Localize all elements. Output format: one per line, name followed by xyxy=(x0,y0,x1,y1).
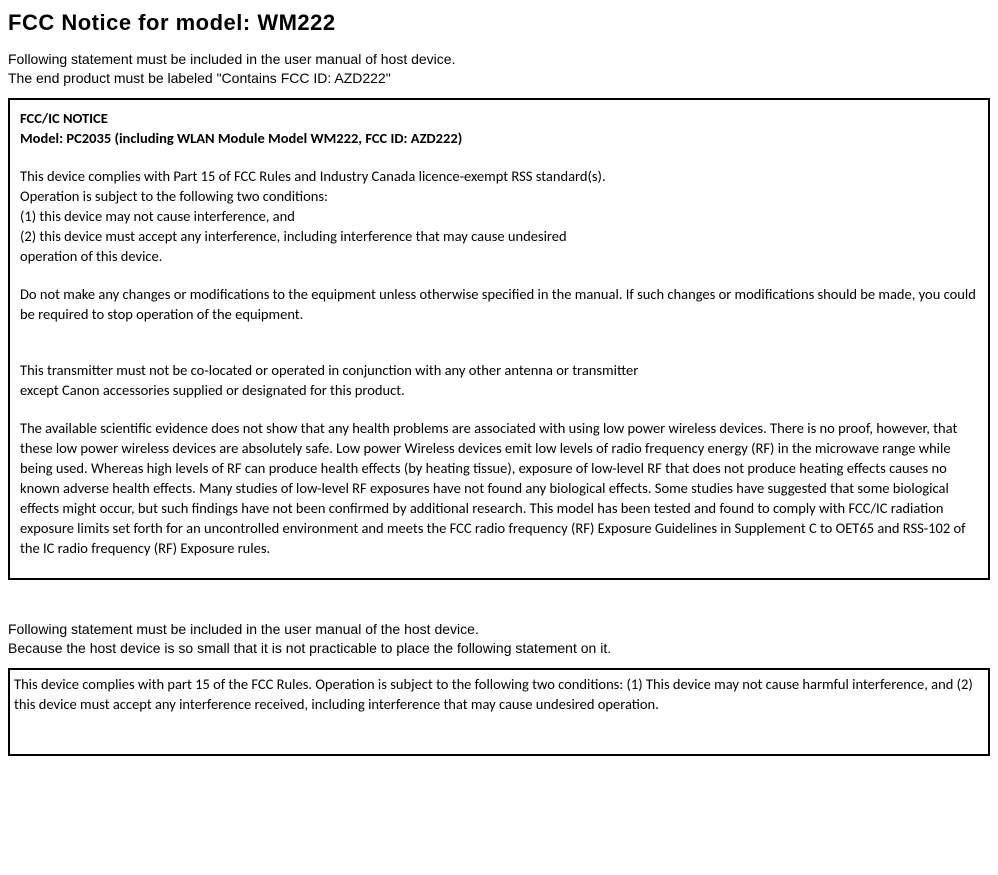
intro2-line-1: Following statement must be included in … xyxy=(8,620,990,639)
intro2-block: Following statement must be included in … xyxy=(8,620,990,658)
box1-p3-l1: This transmitter must not be co-located … xyxy=(20,360,978,380)
page-title: FCC Notice for model: WM222 xyxy=(8,10,990,36)
notice-box-1: FCC/IC NOTICE Model: PC2035 (including W… xyxy=(8,98,990,580)
box1-p1-l3: (1) this device may not cause interferen… xyxy=(20,206,978,226)
box1-p3-l2: except Canon accessories supplied or des… xyxy=(20,380,978,400)
intro-block: Following statement must be included in … xyxy=(8,50,990,88)
box1-p1-l5: operation of this device. xyxy=(20,246,978,266)
box1-p1-l1: This device complies with Part 15 of FCC… xyxy=(20,166,978,186)
intro-line-1: Following statement must be included in … xyxy=(8,50,990,69)
box1-p4: The available scientific evidence does n… xyxy=(20,418,978,558)
box2-text: This device complies with part 15 of the… xyxy=(14,674,984,714)
box1-heading-2: Model: PC2035 (including WLAN Module Mod… xyxy=(20,128,978,148)
box1-heading-1: FCC/IC NOTICE xyxy=(20,108,978,128)
intro-line-2: The end product must be labeled "Contain… xyxy=(8,69,990,88)
notice-box-2: This device complies with part 15 of the… xyxy=(8,668,990,756)
box1-p2: Do not make any changes or modifications… xyxy=(20,284,978,324)
box1-p1-l2: Operation is subject to the following tw… xyxy=(20,186,978,206)
box1-p1-l4: (2) this device must accept any interfer… xyxy=(20,226,978,246)
intro2-line-2: Because the host device is so small that… xyxy=(8,639,990,658)
